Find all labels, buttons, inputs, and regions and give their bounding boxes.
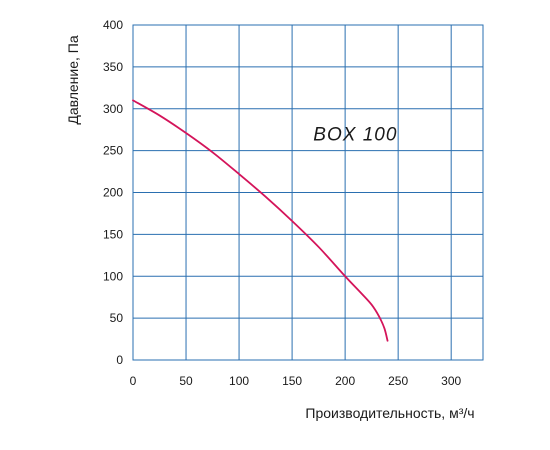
chart-annotation: BOX 100 — [313, 125, 397, 146]
y-tick-label: 200 — [103, 186, 123, 200]
series-line — [132, 99, 389, 342]
y-tick-label: 250 — [103, 144, 123, 158]
x-tick-label: 250 — [388, 374, 408, 388]
y-tick-label: 100 — [103, 269, 123, 283]
y-tick-label: 150 — [103, 227, 123, 241]
x-axis-ticks: 0 50 100 150 200 250 300 — [130, 374, 462, 388]
grid-lines — [133, 25, 483, 360]
y-tick-label: 350 — [103, 60, 123, 74]
y-axis-ticks: 0 50 100 150 200 250 300 350 400 — [103, 18, 123, 367]
x-tick-label: 100 — [229, 374, 249, 388]
y-axis-label: Давление, Па — [65, 35, 81, 125]
x-tick-label: 300 — [441, 374, 461, 388]
y-tick-label: 300 — [103, 102, 123, 116]
y-tick-label: 400 — [103, 18, 123, 32]
x-tick-label: 150 — [282, 374, 302, 388]
y-tick-label: 0 — [116, 353, 123, 367]
x-tick-label: 200 — [335, 374, 355, 388]
x-tick-label: 0 — [130, 374, 137, 388]
y-tick-label: 50 — [110, 311, 124, 325]
x-axis-label: Производительность, м³/ч — [305, 405, 474, 421]
x-tick-label: 50 — [179, 374, 193, 388]
